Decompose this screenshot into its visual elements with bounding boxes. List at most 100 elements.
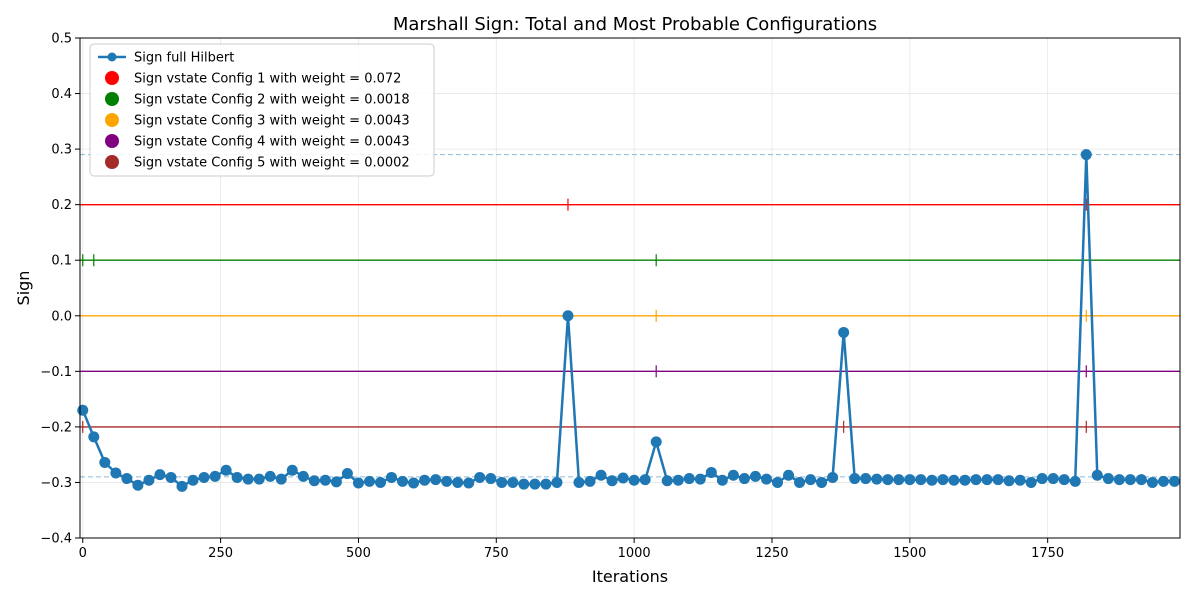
legend-config-2-label: Sign vstate Config 2 with weight = 0.001… (134, 93, 410, 108)
main-series-point (540, 478, 552, 490)
legend: Sign full Hilbert Sign vstate Config 1 wi… (89, 43, 435, 177)
main-series-point (110, 467, 122, 479)
x-tick-label: 1000 (618, 546, 651, 561)
x-tick-label: 250 (208, 546, 233, 561)
legend-config-4-marker (105, 134, 119, 148)
legend-config-1-label: Sign vstate Config 1 with weight = 0.072 (134, 72, 401, 87)
main-series-point (143, 474, 155, 486)
y-axis-label: Sign (14, 271, 33, 306)
main-series-point (683, 473, 695, 485)
main-series-point (904, 474, 916, 486)
main-series-point (838, 326, 850, 338)
main-series-point (882, 474, 894, 486)
legend-box (89, 43, 435, 177)
config-series (80, 198, 1180, 433)
main-series-point (661, 475, 673, 487)
main-series-point (507, 476, 519, 488)
main-series-point (1091, 469, 1103, 481)
x-axis-label: Iterations (592, 567, 668, 586)
axis-ticks: 0 250 500 750 1000 1250 1500 1750 −0.4 −0.3 −0.2 −0… (40, 32, 1064, 562)
main-series-point (121, 473, 133, 485)
main-series-point (760, 473, 772, 485)
main-series-point (242, 473, 254, 485)
main-series-point (341, 468, 353, 480)
main-series-point (617, 472, 629, 484)
main-series-point (286, 464, 298, 476)
y-tick-label: 0.4 (51, 87, 72, 102)
main-series-point (771, 476, 783, 488)
main-series-point (672, 474, 684, 486)
main-series-point (794, 476, 806, 488)
main-series-point (948, 474, 960, 486)
main-series-point (529, 478, 541, 490)
main-series-point (275, 473, 287, 485)
legend-config-2-marker (105, 92, 119, 106)
main-series-point (132, 479, 144, 491)
main-series-point (375, 476, 387, 488)
main-series-point (1069, 475, 1081, 487)
main-series-point (253, 473, 265, 485)
main-series-point (297, 470, 309, 482)
legend-main-marker (107, 52, 117, 62)
main-series-point (176, 480, 188, 492)
main-series-point (330, 476, 342, 488)
main-series-point (981, 474, 993, 486)
main-series-point (650, 436, 662, 448)
main-series-point (99, 456, 111, 468)
y-tick-label: 0.5 (51, 32, 72, 47)
main-series-point (231, 471, 243, 483)
main-series-point (959, 474, 971, 486)
main-series-point (738, 473, 750, 485)
main-series-point (154, 469, 166, 481)
main-series-point (1036, 473, 1048, 485)
main-series-point (88, 431, 100, 443)
main-series-point (1047, 473, 1059, 485)
main-series-point (827, 471, 839, 483)
main-series-point (783, 469, 795, 481)
main-series-point (308, 475, 320, 487)
main-series-point (915, 474, 927, 486)
main-series-point (595, 469, 607, 481)
main-series-point (463, 477, 475, 489)
main-series-point (485, 473, 497, 485)
main-series-point (518, 478, 530, 490)
main-series-point (562, 310, 574, 322)
main-series-point (694, 473, 706, 485)
y-tick-label: −0.1 (40, 365, 72, 380)
main-series-point (1003, 475, 1015, 487)
main-series-point (386, 471, 398, 483)
chart-title: Marshall Sign: Total and Most Probable C… (393, 14, 877, 35)
main-series-point (937, 474, 949, 486)
main-series-point (606, 475, 618, 487)
main-series-point (1102, 473, 1114, 485)
main-series-point (860, 473, 872, 485)
main-series-point (1157, 475, 1169, 487)
legend-config-5-label: Sign vstate Config 5 with weight = 0.000… (134, 156, 410, 171)
y-tick-label: 0.2 (51, 198, 72, 213)
x-tick-label: 1250 (755, 546, 788, 561)
main-series-point (1014, 474, 1026, 486)
x-tick-label: 750 (484, 546, 509, 561)
main-series-point (551, 476, 563, 488)
y-tick-label: −0.4 (40, 532, 72, 547)
x-tick-label: 1750 (1031, 546, 1064, 561)
main-series-point (805, 474, 817, 486)
main-series-point (893, 474, 905, 486)
legend-config-3-marker (105, 113, 119, 127)
y-tick-label: −0.3 (40, 476, 72, 491)
main-series-point (187, 474, 199, 486)
x-tick-label: 500 (346, 546, 371, 561)
main-series-point (749, 470, 761, 482)
main-series-point (419, 474, 431, 486)
y-tick-label: 0.1 (51, 254, 72, 269)
main-series-point (1058, 474, 1070, 486)
main-series-point (1146, 476, 1158, 488)
main-series (77, 149, 1180, 492)
main-series-point (705, 466, 717, 478)
main-series-point (452, 476, 464, 488)
main-series-point (441, 475, 453, 487)
main-series-point (319, 474, 331, 486)
main-series-point (926, 474, 938, 486)
main-series-point (1168, 475, 1180, 487)
main-series-point (264, 470, 276, 482)
